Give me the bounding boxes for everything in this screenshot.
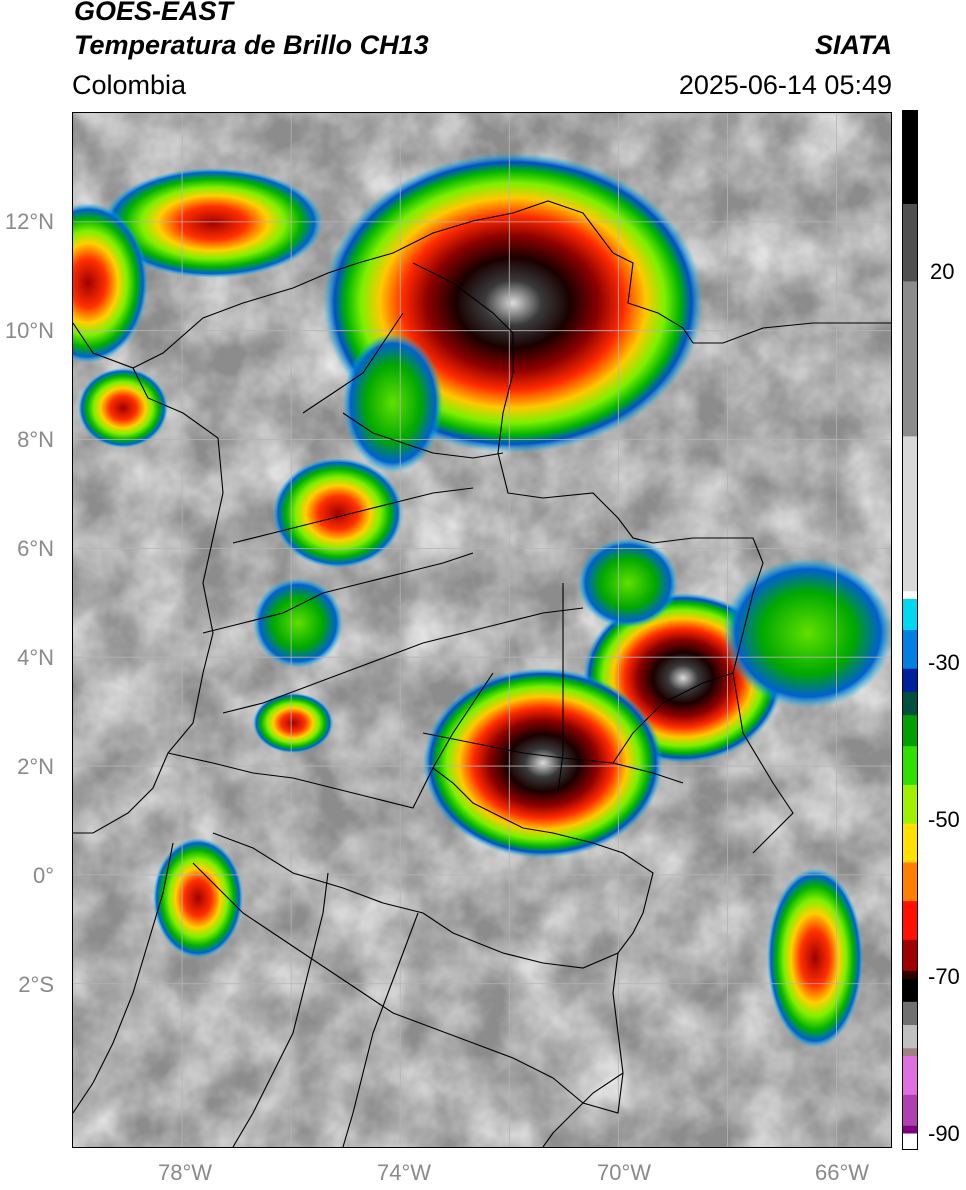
colorbar-band — [903, 1056, 917, 1096]
lon-label-66w: 66°W — [815, 1160, 870, 1185]
colorbar-band — [903, 939, 917, 972]
brightness-temperature-image — [73, 113, 891, 1147]
colorbar-band — [903, 970, 917, 980]
colorbar-tick-minus70: -70 — [928, 964, 960, 989]
lat-label-6n: 6°N — [17, 536, 54, 561]
colorbar-band — [903, 203, 917, 282]
colorbar-band — [903, 1025, 917, 1049]
colorbar-tick-minus50: -50 — [928, 807, 960, 832]
lon-label-70w: 70°W — [597, 1160, 652, 1185]
gridlines — [73, 113, 891, 1147]
lat-label-12n: 12°N — [4, 209, 54, 234]
colorbar-band — [903, 691, 917, 716]
colorbar-band — [903, 281, 917, 437]
convective-cells — [73, 153, 891, 1048]
lat-label-2s: 2°S — [18, 972, 54, 997]
colorbar-band — [903, 978, 917, 1003]
product-title: Temperatura de Brillo CH13 — [74, 30, 429, 60]
colorbar-band — [903, 111, 917, 205]
agency-label: SIATA — [815, 30, 892, 60]
colorbar-band — [903, 715, 917, 747]
lon-label-78w: 78°W — [158, 1160, 213, 1185]
lon-label-74w: 74°W — [377, 1160, 432, 1185]
colorbar-band — [903, 823, 917, 863]
colorbar-band — [903, 1001, 917, 1026]
colorbar-gradient — [903, 111, 917, 1150]
colorbar-band — [903, 862, 917, 902]
colorbar-band — [903, 1048, 917, 1057]
colorbar-band — [903, 1125, 917, 1135]
colorbar-tick-20: 20 — [930, 259, 955, 284]
lat-label-2n: 2°N — [17, 754, 54, 779]
datetime-label: 2025-06-14 05:49 — [678, 70, 892, 100]
region-label: Colombia — [72, 70, 187, 100]
colorbar-band — [903, 630, 917, 670]
colorbar-band — [903, 1094, 917, 1127]
colorbar-band — [903, 784, 917, 825]
colorbar-band — [903, 599, 917, 631]
colorbar-band — [903, 591, 917, 600]
lat-label-8n: 8°N — [17, 427, 54, 452]
colorbar-tick-minus90: -90 — [928, 1121, 960, 1146]
lat-label-4n: 4°N — [17, 645, 54, 670]
satellite-title: GOES-EAST — [74, 0, 234, 26]
colorbar-band — [903, 668, 917, 693]
colorbar-band — [903, 436, 917, 592]
colorbar-band — [903, 746, 917, 786]
satellite-map[interactable] — [72, 112, 892, 1148]
lat-label-10n: 10°N — [4, 318, 54, 343]
colorbar-tick-minus30: -30 — [928, 650, 960, 675]
colorbar-band — [903, 1133, 917, 1150]
colorbar-band — [903, 901, 917, 941]
country-borders — [73, 200, 891, 1147]
colorbar — [902, 110, 918, 1150]
lat-label-0: 0° — [32, 863, 54, 888]
